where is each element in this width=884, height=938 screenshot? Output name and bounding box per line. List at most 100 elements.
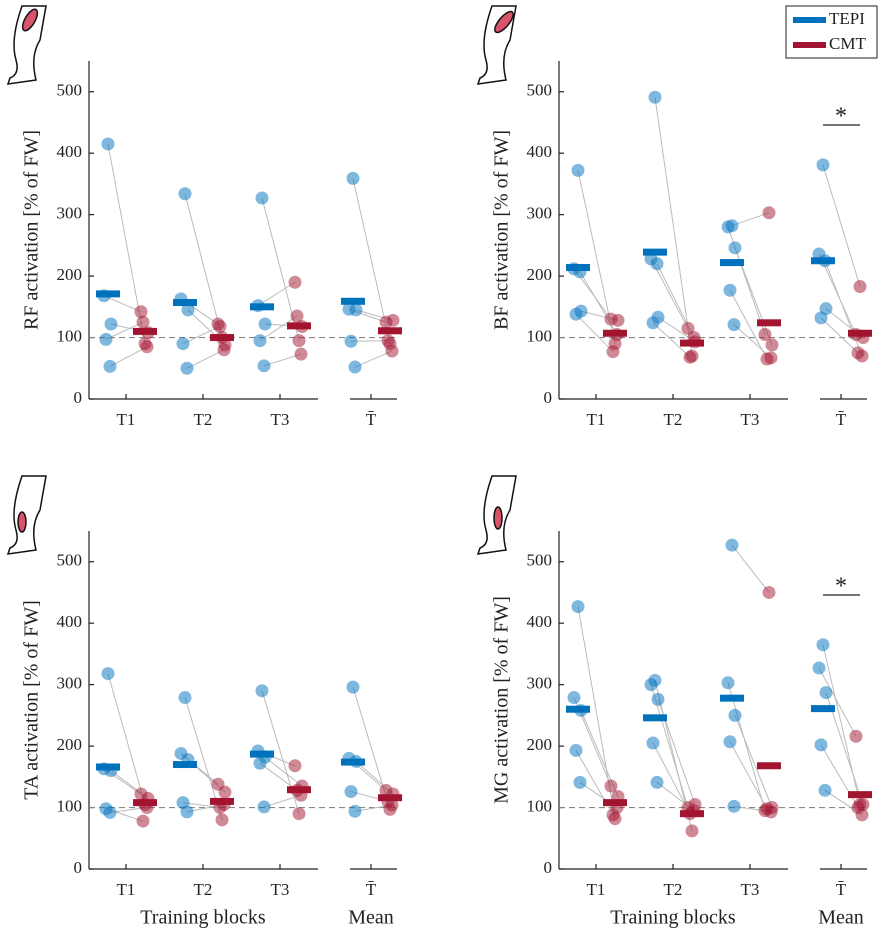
subject-point [764,351,778,365]
mean-bar [566,263,590,271]
mean-bar [848,329,872,337]
y-tick-label: 100 [57,796,83,815]
y-tick-label: 300 [527,674,553,693]
mean-bar [643,714,667,722]
subject-point [814,311,828,325]
subject-point [180,361,194,375]
subject-point [727,318,741,332]
subject-point [178,691,192,705]
subject-point [812,661,826,675]
y-tick-label: 200 [527,265,553,284]
mean-bar [173,761,197,769]
mean-bar [287,786,311,794]
mean-bar [848,791,872,799]
subject-point [257,800,271,814]
pair-line [264,756,303,787]
pair-line [822,164,861,287]
pair-line [186,349,225,369]
significance-label: * [835,574,847,600]
subject-point [814,738,828,752]
subject-point [104,317,118,331]
legend-label: TEPI [829,9,865,28]
pair-line [354,350,393,368]
x-tick-label: T3 [741,410,760,429]
mean-bar [378,327,402,335]
x-axis-label: Mean [348,907,394,929]
subject-point [764,805,778,819]
x-tick-label: T3 [271,880,290,899]
subject-point [136,315,150,329]
y-tick-label: 200 [57,735,83,754]
mean-bar [210,334,234,342]
subject-point [569,743,583,757]
subject-point [853,280,867,294]
subject-point [134,305,148,319]
mean-bar [96,290,120,298]
y-tick-label: 200 [527,735,553,754]
subject-point [176,337,190,351]
y-tick-label: 0 [544,858,553,877]
subject-point [103,359,117,373]
mean-bar [720,694,744,702]
mean-bar [811,257,835,265]
subject-point [385,344,399,358]
subject-point [569,307,583,321]
mean-bar [603,329,627,337]
pair-line [733,324,772,359]
subject-point [762,206,776,220]
y-tick-label: 500 [57,81,83,100]
subject-point [344,334,358,348]
y-tick-label: 500 [57,551,83,570]
y-tick-label: 0 [544,388,553,407]
subject-point [346,171,360,185]
mean-bar [680,339,704,347]
subject-point [816,158,830,172]
y-tick-label: 0 [74,388,83,407]
mean-bar [720,259,744,267]
pair-line [182,326,221,345]
subject-point [606,345,620,359]
y-axis-label: TA activation [% of FW] [21,600,43,799]
y-tick-label: 100 [527,796,553,815]
subject-point [101,667,115,681]
pair-line [731,544,770,593]
legend-label: CMT [829,34,866,53]
pair-line [818,667,857,737]
subject-point [721,676,735,690]
subject-point [288,759,302,773]
mean-bar [341,297,365,305]
x-tick-label: T̄ [836,410,847,429]
mean-bar [378,794,402,802]
mean-bar [603,799,627,807]
subject-point [819,686,833,700]
pair-line [107,673,146,805]
subject-point [180,805,194,819]
x-tick-label: T1 [117,880,136,899]
subject-point [99,332,113,346]
pair-line [184,193,223,338]
mean-bar [250,750,274,758]
x-tick-label: T2 [664,880,683,899]
pair-line [105,321,144,340]
pair-line [727,682,766,811]
pair-line [259,762,298,791]
x-tick-label: T2 [664,410,683,429]
mean-bar [96,763,120,771]
pair-line [103,295,142,313]
mean-bar [210,797,234,805]
mean-bar [757,319,781,327]
subject-point [567,691,581,705]
pair-line [652,322,691,358]
y-axis-label: BF activation [% of FW] [491,130,513,330]
subject-point [604,779,618,793]
x-tick-label: T1 [587,880,606,899]
pair-line [650,258,689,329]
y-tick-label: 0 [74,858,83,877]
leg-icon [476,475,517,555]
subject-point [683,350,697,364]
subject-point [571,163,585,177]
leg-icon [6,5,47,85]
pair-line [652,742,691,814]
y-tick-label: 100 [527,326,553,345]
